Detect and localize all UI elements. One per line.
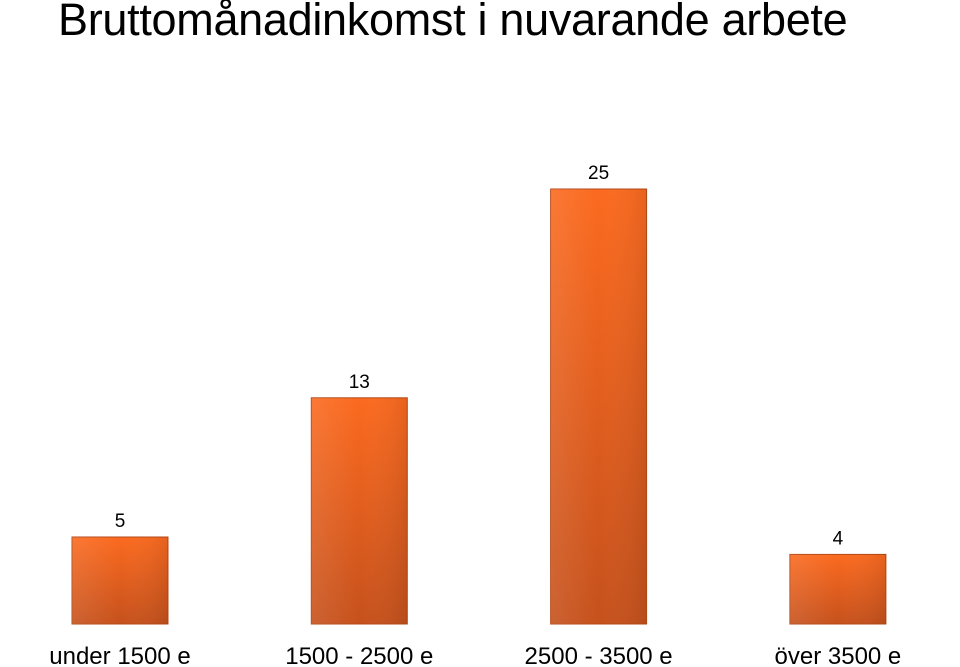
value-labels-group: 5 13 25 4	[115, 163, 844, 549]
bar-shading-4	[789, 554, 886, 624]
category-label-3: 2500 - 3500 e	[525, 643, 673, 667]
bar-shading-1	[72, 537, 168, 624]
data-label-1: 5	[115, 511, 126, 532]
data-label-3: 25	[588, 163, 609, 184]
data-label-2: 13	[349, 372, 370, 393]
bar-shading-3	[550, 189, 647, 624]
bar-shading-2	[311, 397, 408, 624]
category-label-2: 1500 - 2500 e	[285, 643, 433, 667]
chart-title: Bruttomånadinkomst i nuvarande arbete	[58, 0, 848, 45]
bars-group	[71, 188, 887, 625]
data-label-4: 4	[833, 528, 844, 549]
category-label-4: över 3500 e	[775, 643, 902, 667]
category-label-1: under 1500 e	[49, 643, 190, 667]
category-labels-group: under 1500 e 1500 - 2500 e 2500 - 3500 e öv…	[49, 643, 901, 667]
